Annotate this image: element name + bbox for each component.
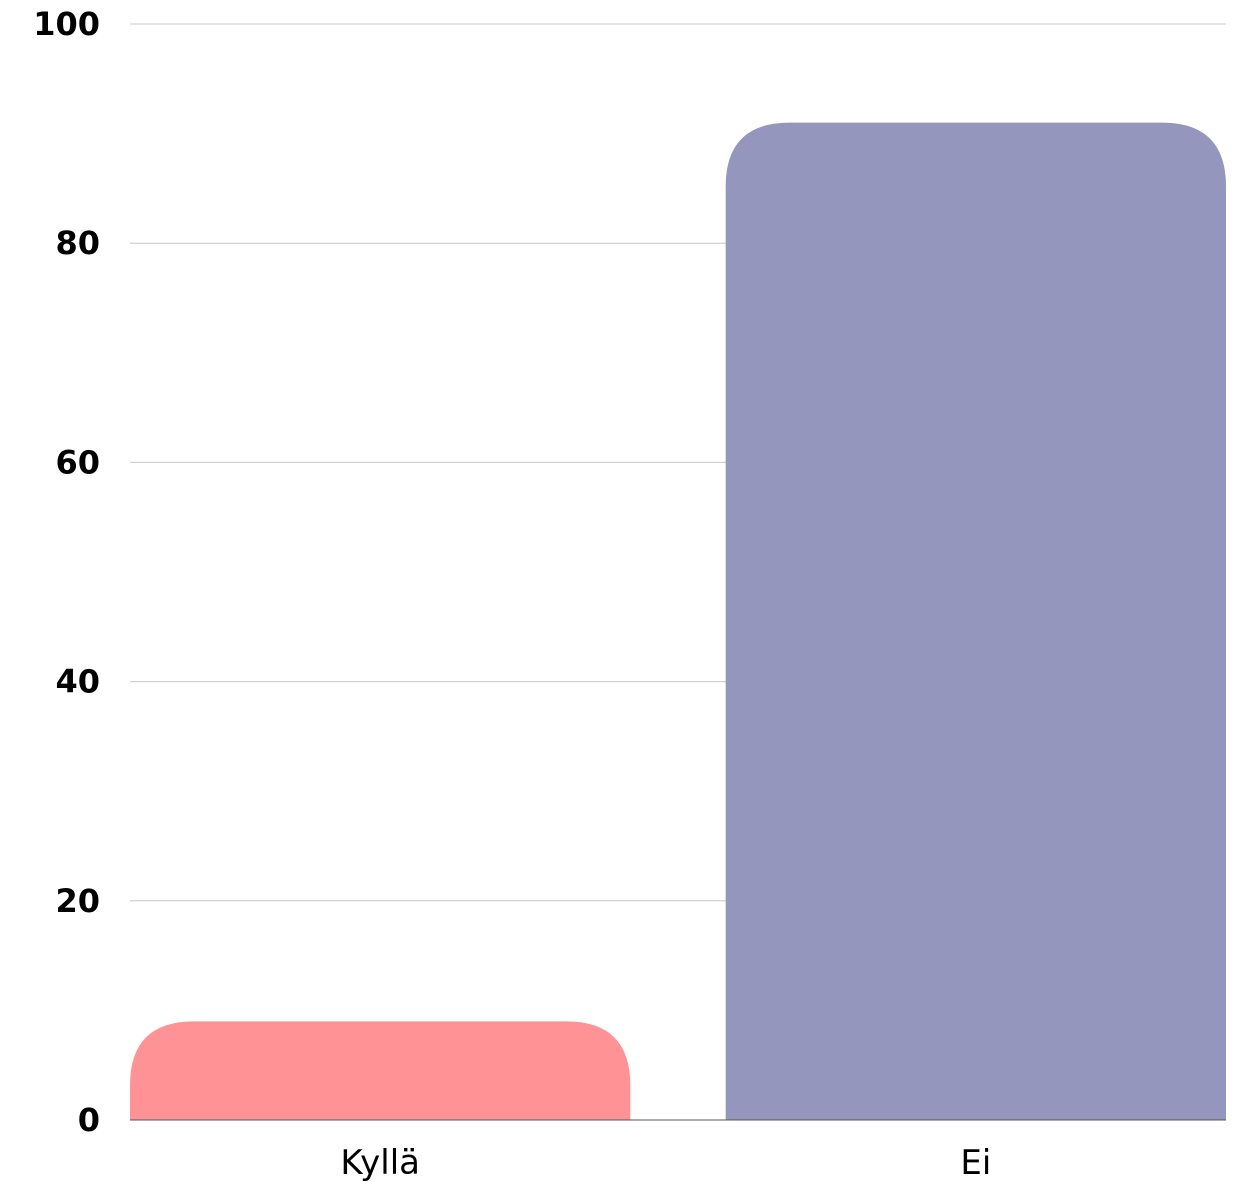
y-axis-tick-labels: 0 20 40 60 80 100 [33,5,100,1139]
x-tick-label: Kyllä [340,1143,420,1182]
y-tick-label: 0 [78,1101,100,1139]
bars [130,122,1226,1120]
y-tick-label: 60 [55,443,100,481]
y-tick-label: 40 [55,663,100,701]
y-tick-label: 20 [55,882,100,920]
bar-1 [725,122,1226,1120]
y-tick-label: 100 [33,5,100,43]
bar-0 [130,1021,631,1120]
x-tick-label: Ei [960,1143,991,1182]
x-axis-tick-labels: Kyllä Ei [340,1143,991,1182]
y-tick-label: 80 [55,224,100,262]
